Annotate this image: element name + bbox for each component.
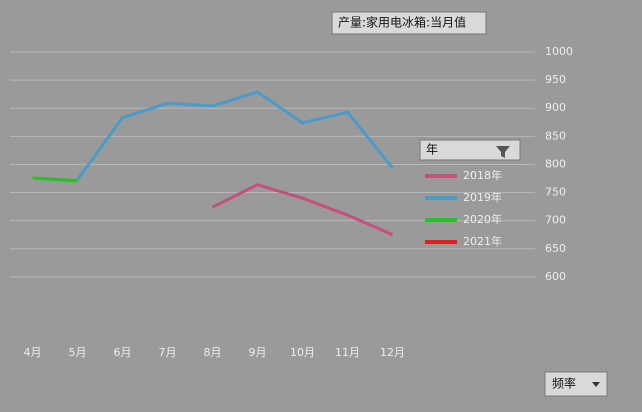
y-tick-label: 850 [545,129,566,142]
x-tick-label: 4月 [24,346,42,359]
x-tick-label: 6月 [114,346,132,359]
legend-label: 2018年 [463,168,502,182]
frequency-dropdown[interactable]: 频率 [544,371,608,397]
filter-icon[interactable] [496,146,510,158]
y-tick-label: 600 [545,270,566,283]
series-line [32,176,78,183]
y-tick-label: 650 [545,242,566,255]
year-filter-frame[interactable] [419,139,521,161]
legend-label: 2021年 [463,234,502,248]
x-tick-label: 12月 [380,346,405,359]
y-tick-label: 950 [545,73,566,86]
dropdown-arrow[interactable] [592,382,600,387]
series-line [211,183,394,237]
legend-label: 2020年 [463,212,502,226]
x-tick-label: 7月 [159,346,177,359]
series-line [76,90,394,181]
y-tick-label: 800 [545,157,566,170]
y-tick-label: 1000 [545,45,573,58]
year-filter-label[interactable]: 年 [426,143,438,157]
legend-label: 2019年 [463,190,502,204]
title-box-frame [331,11,487,35]
legend: 2018年 2019年 2020年 2021年 [425,168,502,248]
x-tick-label: 5月 [69,346,87,359]
title-box: 产量:家用电冰箱:当月值 [331,11,487,35]
frequency-label[interactable]: 频率 [552,376,576,391]
y-tick-label: 900 [545,101,566,114]
x-tick-label: 10月 [290,346,315,359]
y-tick-label: 700 [545,214,566,227]
chart-title: 产量:家用电冰箱:当月值 [338,15,466,30]
year-filter[interactable]: 年 [419,139,521,161]
x-tick-label: 9月 [249,346,267,359]
y-tick-label: 750 [545,186,566,199]
x-tick-label: 8月 [204,346,222,359]
x-tick-label: 11月 [335,346,360,359]
